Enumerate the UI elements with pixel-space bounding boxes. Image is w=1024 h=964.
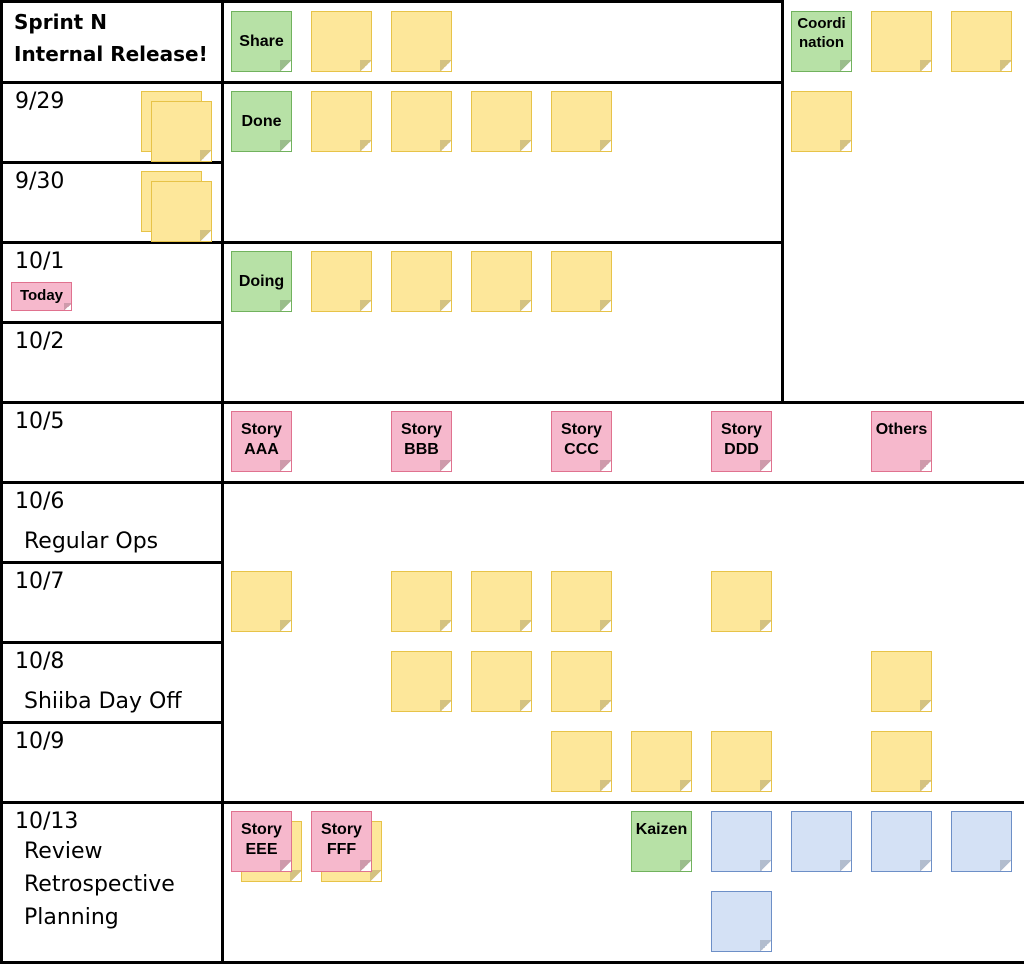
sticky-note[interactable] bbox=[711, 811, 772, 872]
sticky-note[interactable] bbox=[391, 91, 452, 152]
day-label-9-29: 9/29 bbox=[15, 89, 65, 114]
sticky-note[interactable] bbox=[311, 251, 372, 312]
sticky-note[interactable] bbox=[631, 731, 692, 792]
story-card-bbb[interactable]: Story BBB bbox=[391, 411, 452, 472]
share-lane-card[interactable]: Share bbox=[231, 11, 292, 72]
sticky-note[interactable] bbox=[551, 91, 612, 152]
day-label-10-8: 10/8 bbox=[15, 649, 65, 674]
sticky-note[interactable] bbox=[471, 651, 532, 712]
sprint-title: Sprint N bbox=[14, 10, 107, 34]
sticky-note[interactable] bbox=[871, 11, 932, 72]
sticky-note[interactable] bbox=[551, 571, 612, 632]
story-card-ccc[interactable]: Story CCC bbox=[551, 411, 612, 472]
sticky-note[interactable] bbox=[151, 101, 212, 162]
sticky-note[interactable] bbox=[871, 651, 932, 712]
sticky-note[interactable] bbox=[711, 731, 772, 792]
coordination-card[interactable]: Coordination bbox=[791, 11, 852, 72]
kaizen-card[interactable]: Kaizen bbox=[631, 811, 692, 872]
sticky-note[interactable] bbox=[391, 571, 452, 632]
planning-note: Planning bbox=[24, 905, 119, 930]
sticky-note[interactable] bbox=[951, 11, 1012, 72]
review-note: Review bbox=[24, 839, 103, 864]
sticky-note[interactable] bbox=[551, 651, 612, 712]
story-card-others[interactable]: Others bbox=[871, 411, 932, 472]
sticky-note[interactable] bbox=[391, 11, 452, 72]
sticky-note[interactable] bbox=[391, 651, 452, 712]
sticky-note[interactable] bbox=[391, 251, 452, 312]
regular-ops-note: Regular Ops bbox=[24, 529, 159, 554]
sticky-note[interactable] bbox=[231, 571, 292, 632]
sticky-note[interactable] bbox=[551, 251, 612, 312]
day-label-9-30: 9/30 bbox=[15, 169, 65, 194]
day-label-10-13: 10/13 bbox=[15, 809, 79, 834]
sticky-note[interactable] bbox=[311, 91, 372, 152]
sticky-note[interactable] bbox=[871, 731, 932, 792]
story-card-fff[interactable]: Story FFF bbox=[311, 811, 372, 872]
sticky-note[interactable] bbox=[471, 571, 532, 632]
share-lane-panel bbox=[221, 0, 784, 84]
day-cell-10-6 bbox=[0, 481, 224, 565]
sticky-note[interactable] bbox=[711, 891, 772, 952]
sticky-note[interactable] bbox=[151, 181, 212, 242]
sticky-note[interactable] bbox=[951, 811, 1012, 872]
day-off-note: Shiiba Day Off bbox=[24, 689, 182, 714]
day-cell-10-7 bbox=[0, 561, 224, 645]
sticky-note[interactable] bbox=[711, 571, 772, 632]
sticky-note[interactable] bbox=[471, 251, 532, 312]
day-label-10-9: 10/9 bbox=[15, 729, 65, 754]
story-card-aaa[interactable]: Story AAA bbox=[231, 411, 292, 472]
sticky-note[interactable] bbox=[471, 91, 532, 152]
sticky-note[interactable] bbox=[871, 811, 932, 872]
story-card-ddd[interactable]: Story DDD bbox=[711, 411, 772, 472]
story-card-eee[interactable]: Story EEE bbox=[231, 811, 292, 872]
today-badge: Today bbox=[11, 282, 72, 311]
sticky-note[interactable] bbox=[791, 811, 852, 872]
day-label-10-6: 10/6 bbox=[15, 489, 65, 514]
done-lane-card[interactable]: Done bbox=[231, 91, 292, 152]
doing-lane-card[interactable]: Doing bbox=[231, 251, 292, 312]
day-cell-10-8 bbox=[0, 641, 224, 725]
day-label-10-5: 10/5 bbox=[15, 409, 65, 434]
coordination-panel bbox=[781, 0, 1024, 405]
sticky-note[interactable] bbox=[791, 91, 852, 152]
day-label-10-1: 10/1 bbox=[15, 249, 65, 274]
release-title: Internal Release! bbox=[14, 42, 208, 66]
day-label-10-2: 10/2 bbox=[15, 329, 65, 354]
sticky-note[interactable] bbox=[551, 731, 612, 792]
sticky-note[interactable] bbox=[311, 11, 372, 72]
retrospective-note: Retrospective bbox=[24, 872, 175, 897]
day-label-10-7: 10/7 bbox=[15, 569, 65, 594]
